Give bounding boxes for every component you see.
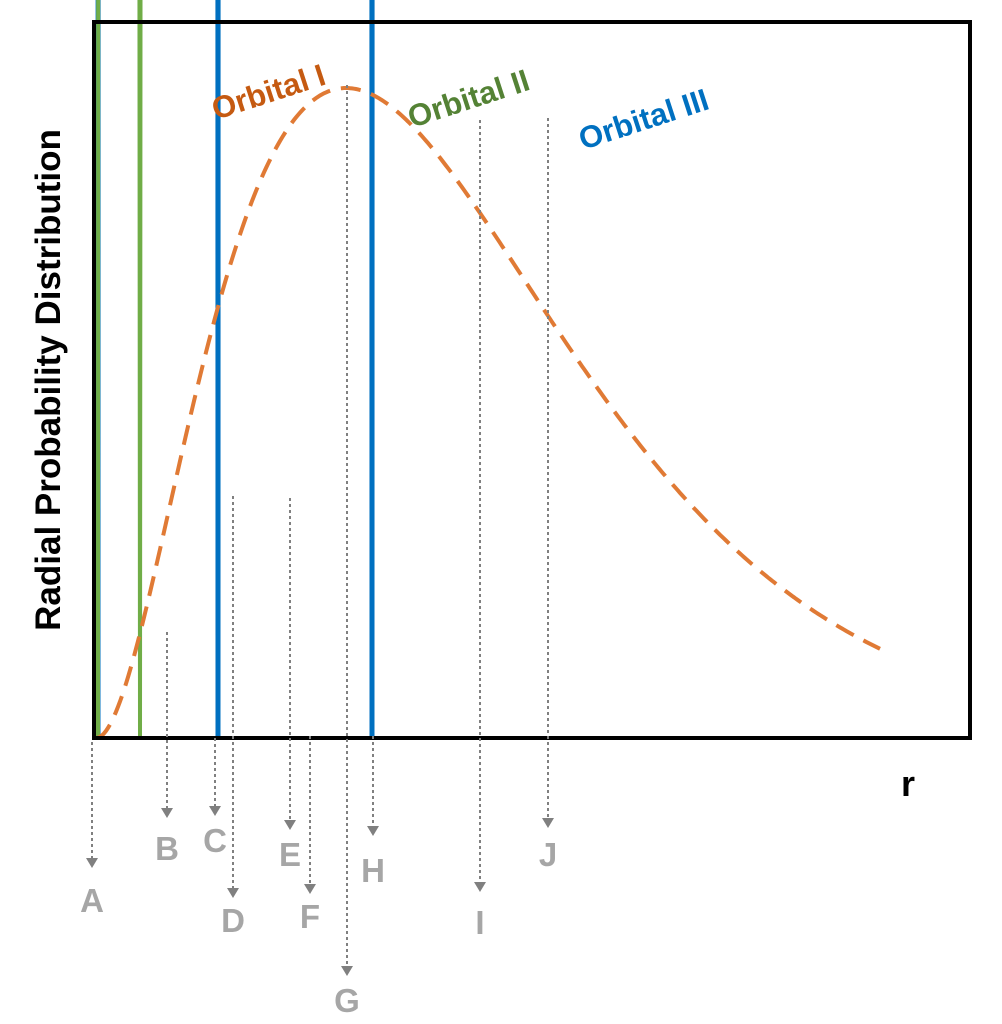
marker-label-c: C bbox=[203, 822, 227, 859]
y-axis-label: Radial Probability Distribution bbox=[29, 129, 68, 631]
marker-arrowhead-h bbox=[367, 826, 379, 836]
orbital-i-curve bbox=[95, 86, 881, 740]
marker-arrowhead-c bbox=[209, 806, 221, 816]
marker-label-i: I bbox=[475, 904, 484, 941]
marker-arrowhead-j bbox=[542, 818, 554, 828]
orbital-ii-label: Orbital II bbox=[403, 63, 533, 135]
marker-label-b: B bbox=[155, 830, 179, 867]
marker-arrowhead-e bbox=[284, 820, 296, 830]
marker-arrowhead-g bbox=[341, 966, 353, 976]
plot-frame bbox=[92, 20, 972, 740]
orbital-iii-label: Orbital III bbox=[574, 82, 713, 157]
orbital-i-label: Orbital I bbox=[207, 57, 329, 126]
marker-label-d: D bbox=[221, 902, 245, 939]
marker-label-a: A bbox=[80, 882, 104, 919]
marker-arrowhead-i bbox=[474, 882, 486, 892]
marker-arrowhead-a bbox=[86, 858, 98, 868]
marker-label-j: J bbox=[539, 836, 557, 873]
marker-arrowhead-d bbox=[227, 888, 239, 898]
x-axis-label: r bbox=[901, 763, 915, 804]
marker-group: A B C DEF G H I J bbox=[80, 85, 557, 1019]
marker-label-e: E bbox=[279, 836, 301, 873]
marker-arrowhead-b bbox=[161, 808, 173, 818]
marker-arrowhead-f bbox=[304, 884, 316, 894]
marker-label-h: H bbox=[361, 852, 385, 889]
marker-label-g: G bbox=[334, 982, 360, 1019]
marker-label-f: F bbox=[300, 898, 320, 935]
